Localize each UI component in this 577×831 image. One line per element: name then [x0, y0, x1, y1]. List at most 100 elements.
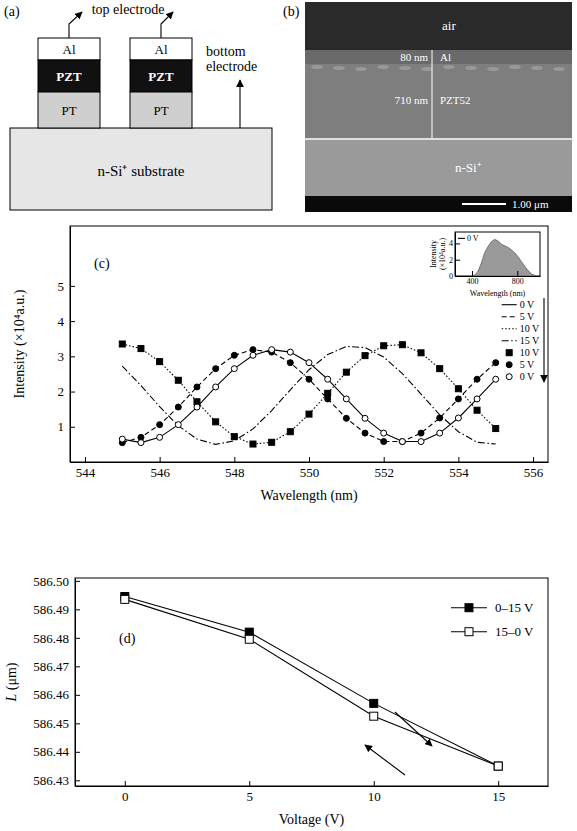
- layer-label: PZT: [148, 69, 174, 84]
- series-line: [125, 597, 498, 767]
- marker: [175, 404, 181, 410]
- substrate-region: [305, 140, 572, 196]
- marker: [362, 430, 368, 436]
- marker: [455, 396, 461, 402]
- tick: 586.43: [33, 773, 80, 788]
- tick-mark: [517, 271, 518, 276]
- tick-label: 544: [76, 465, 96, 480]
- tick: 586.50: [33, 574, 80, 589]
- marker: [399, 342, 405, 348]
- axis-line: [71, 462, 549, 463]
- tick-mark: [533, 457, 534, 462]
- tick-label: 5: [58, 279, 65, 294]
- marker: [194, 404, 200, 410]
- grain: [399, 66, 411, 70]
- grain: [487, 67, 499, 71]
- marker: [231, 366, 237, 372]
- marker: [437, 366, 443, 372]
- scale-bar: [462, 203, 506, 205]
- tick-mark: [125, 781, 126, 786]
- panel-label: (a): [4, 4, 20, 20]
- text-line: (×10⁴a.u.): [438, 238, 447, 271]
- grain: [443, 65, 455, 69]
- tick-label: 586.49: [33, 602, 69, 617]
- legend-label: 15 V: [520, 335, 540, 346]
- tick-mark: [85, 457, 86, 462]
- grain: [333, 66, 345, 70]
- marker: [370, 712, 378, 720]
- marker: [138, 440, 144, 446]
- tick-label: 3: [58, 349, 65, 364]
- measure-line: [432, 50, 433, 138]
- marker: [119, 341, 125, 347]
- y-axis-title: L (μm): [4, 662, 20, 702]
- x-axis-title: Wavelength (nm): [470, 289, 526, 298]
- grain: [421, 67, 433, 71]
- tick-mark: [160, 457, 161, 462]
- text-part: (μm): [4, 662, 20, 694]
- tick-label: 586.45: [33, 716, 69, 731]
- sem-image: (b)air80 nmAl710 nmPZT52n-Si⁺1.00 μm: [283, 2, 572, 212]
- x-axis-title: Voltage (V): [279, 812, 345, 828]
- layer-label: PZT52: [440, 94, 471, 106]
- legend-label: 5 V: [520, 359, 535, 370]
- marker: [269, 347, 275, 353]
- legend-marker: [465, 604, 473, 612]
- layer-label: Al: [155, 42, 168, 57]
- panel-label: (c): [94, 256, 110, 272]
- arrow: [161, 12, 173, 38]
- tick-label: 546: [150, 465, 170, 480]
- marker: [381, 343, 387, 349]
- legend-label: 10 V: [520, 347, 540, 358]
- tick-mark: [458, 457, 459, 462]
- legend-marker: [506, 374, 512, 380]
- tick-mark: [309, 457, 310, 462]
- x-axis: 544546548550552554556: [71, 457, 549, 480]
- marker: [287, 360, 293, 366]
- marker: [138, 346, 144, 352]
- tick: 544: [76, 457, 96, 480]
- marker: [175, 377, 181, 383]
- marker: [121, 595, 129, 603]
- layer-label: PT: [61, 103, 76, 118]
- layer: [38, 92, 100, 128]
- tick: 548: [225, 457, 245, 480]
- tick-label: 5: [247, 789, 254, 804]
- marker: [325, 396, 331, 402]
- tick-mark: [455, 260, 460, 261]
- tick-label: 550: [300, 465, 320, 480]
- marker: [455, 415, 461, 421]
- tick: 4: [58, 314, 76, 329]
- marker: [250, 441, 256, 447]
- layer: [130, 92, 192, 128]
- text-line: electrode: [206, 59, 257, 74]
- tick-label: 586.47: [33, 659, 69, 674]
- tick: 586.47: [33, 659, 80, 674]
- chart: 54454654855055255455612345(c)Wavelength …: [12, 226, 549, 504]
- tick-mark: [75, 581, 80, 582]
- tick: 546: [150, 457, 170, 480]
- tick-label: 15: [492, 789, 505, 804]
- tick-label: 800: [512, 277, 524, 286]
- marker: [306, 376, 312, 382]
- legend-label: 0 V: [467, 234, 479, 243]
- legend-marker: [465, 628, 473, 636]
- y-axis-title: Intensity (×10⁴a.u.): [12, 289, 28, 398]
- marker: [493, 360, 499, 366]
- grain: [311, 65, 323, 69]
- marker: [287, 349, 293, 355]
- legend: 0–15 V15–0 V: [451, 600, 534, 639]
- y-axis: 586.50586.49586.48586.47586.46586.45586.…: [33, 574, 80, 788]
- tick-mark: [70, 321, 75, 322]
- layer: [130, 38, 192, 60]
- marker: [245, 635, 253, 643]
- tick-mark: [75, 723, 80, 724]
- legend-sample: [502, 340, 517, 341]
- legend-sample: [458, 238, 465, 239]
- plot-frame: [70, 226, 548, 462]
- inset-chart: 400800024Wavelength (nm)Intensity(×10⁴a.…: [429, 232, 541, 298]
- marker: [250, 347, 256, 353]
- marker: [213, 366, 219, 372]
- marker: [343, 396, 349, 402]
- direction-arrow: [365, 745, 405, 775]
